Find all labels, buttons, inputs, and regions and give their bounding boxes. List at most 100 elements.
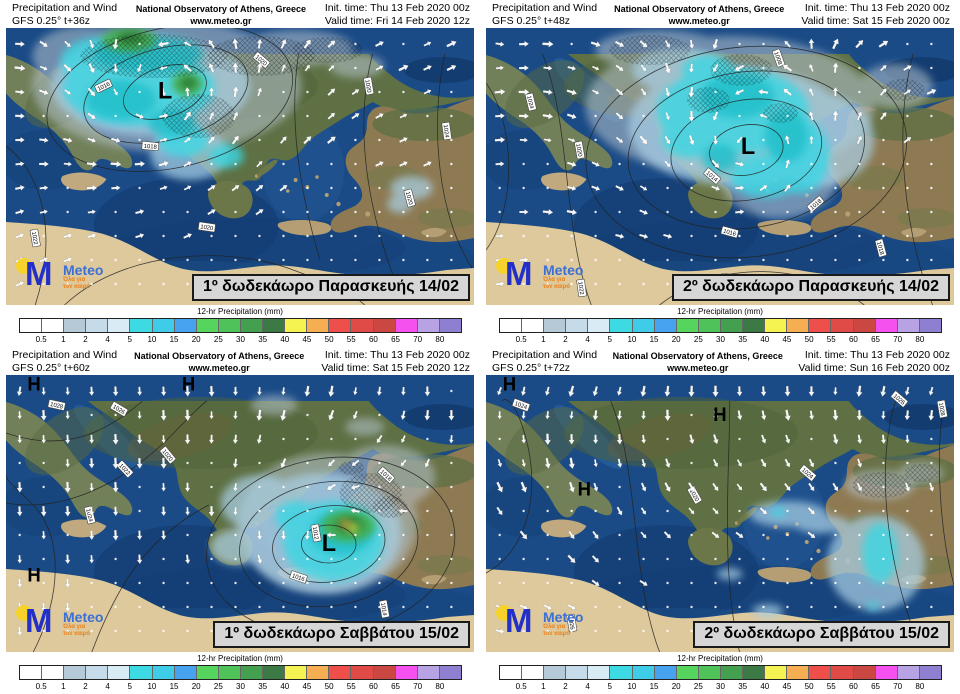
svg-text:1020: 1020 — [200, 224, 214, 232]
map-caption: 2º δωδεκάωρο Παρασκευής 14/02 — [671, 274, 950, 301]
legend-tick: 40 — [280, 682, 290, 691]
legend-segment — [609, 666, 632, 679]
legend-tick: 20 — [191, 682, 201, 691]
forecast-panel-1: Precipitation and Wind GFS 0.25° t+36z N… — [0, 0, 480, 347]
org-name: National Observatory of Athens, Greece — [134, 351, 305, 361]
forecast-panel-3: Precipitation and Wind GFS 0.25° t+60z N… — [0, 347, 480, 694]
legend-segment — [874, 666, 897, 679]
svg-text:1020: 1020 — [688, 488, 700, 503]
legend-segment — [764, 666, 787, 679]
legend-segment — [543, 319, 566, 332]
legend-tick: 1 — [541, 335, 546, 344]
legend-tick: 70 — [893, 335, 903, 344]
legend-segment — [63, 666, 86, 679]
svg-text:1024: 1024 — [514, 401, 529, 412]
svg-text:L: L — [158, 78, 172, 104]
svg-text:1022: 1022 — [576, 281, 584, 295]
legend-tick: 45 — [302, 335, 312, 344]
legend-segment — [742, 666, 765, 679]
legend-segment — [852, 319, 875, 332]
init-time: Init. time: Thu 13 Feb 2020 00z — [804, 349, 950, 361]
legend-segment — [262, 319, 285, 332]
legend-tick: 2 — [83, 682, 88, 691]
legend-tick: 2 — [563, 335, 568, 344]
legend-colorbar — [499, 318, 942, 333]
forecast-map: 101410161008102410201010101810221018L M … — [486, 28, 954, 305]
panel-header: Precipitation and Wind GFS 0.25° t+48z N… — [480, 0, 960, 28]
map-caption: 1º δωδεκάωρο Παρασκευής 14/02 — [191, 274, 470, 301]
legend-segment — [521, 319, 544, 332]
legend-segment — [372, 319, 395, 332]
svg-text:1016: 1016 — [722, 229, 737, 238]
legend-tick: 25 — [693, 335, 703, 344]
legend-colorbar — [19, 318, 462, 333]
legend-tick: 65 — [871, 335, 880, 344]
legend-segment — [697, 319, 720, 332]
legend-segment — [173, 319, 196, 332]
svg-text:1020: 1020 — [574, 143, 582, 158]
panel-header: Precipitation and Wind GFS 0.25° t+72z N… — [480, 347, 960, 375]
legend-tick: 50 — [324, 682, 334, 691]
product-title: Precipitation and Wind — [492, 2, 598, 14]
svg-text:H: H — [713, 404, 726, 425]
legend-tick: 1 — [61, 682, 66, 691]
svg-text:H: H — [182, 375, 195, 394]
legend-tick: 60 — [368, 335, 378, 344]
org-name: National Observatory of Athens, Greece — [135, 4, 307, 14]
valid-time: Valid time: Sun 16 Feb 2020 00z — [798, 361, 950, 374]
org-site-link[interactable]: www.meteo.gr — [668, 16, 730, 26]
legend-tick: 20 — [191, 335, 201, 344]
legend-segment — [675, 666, 698, 679]
svg-text:1028: 1028 — [49, 402, 64, 411]
legend-tick: 65 — [391, 682, 400, 691]
legend-segment — [521, 666, 544, 679]
legend-segment — [239, 319, 263, 332]
legend-segment — [41, 666, 64, 679]
legend-tick: 80 — [435, 682, 445, 691]
legend-segment — [786, 666, 809, 679]
legend-segment — [306, 319, 329, 332]
legend-tick: 1 — [61, 335, 66, 344]
legend-segment — [609, 319, 632, 332]
map-caption: 2º δωδεκάωρο Σαββάτου 15/02 — [693, 621, 950, 648]
legend-segment — [653, 319, 676, 332]
org-site-link[interactable]: www.meteo.gr — [188, 363, 250, 373]
svg-text:1012: 1012 — [311, 526, 319, 540]
legend-tick: 4 — [105, 682, 110, 691]
svg-text:1020: 1020 — [404, 191, 413, 206]
org-name: National Observatory of Athens, Greece — [614, 4, 785, 14]
legend-segment — [500, 666, 522, 679]
legend-tick: 35 — [738, 335, 748, 344]
legend-tick: 10 — [147, 682, 157, 691]
legend-segment — [896, 666, 919, 679]
legend-tick: 10 — [627, 335, 637, 344]
legend-tick: 80 — [435, 335, 445, 344]
legend-tick: 0.5 — [515, 335, 527, 344]
legend-tick: 60 — [848, 682, 858, 691]
svg-text:1028: 1028 — [937, 402, 945, 417]
org-site-link[interactable]: www.meteo.gr — [190, 16, 252, 26]
init-time: Init. time: Thu 13 Feb 2020 00z — [324, 2, 470, 14]
legend-colorbar — [499, 665, 942, 680]
model-run: GFS 0.25° t+72z — [492, 361, 571, 374]
legend-tick: 15 — [169, 335, 179, 344]
legend-tick: 4 — [585, 335, 590, 344]
legend-tick: 50 — [804, 682, 814, 691]
legend-segment — [328, 666, 351, 679]
legend-tick: 35 — [258, 682, 268, 691]
legend-tick: 60 — [848, 335, 858, 344]
legend-segment — [195, 666, 218, 679]
legend-tick: 25 — [213, 682, 223, 691]
precip-legend: 12-hr Precipitation (mm) 0.5 1 2 4 5 10 15 20 25… — [0, 652, 480, 694]
forecast-panel-4: Precipitation and Wind GFS 0.25° t+72z N… — [480, 347, 960, 694]
org-site-link[interactable]: www.meteo.gr — [667, 363, 729, 373]
legend-title: 12-hr Precipitation (mm) — [197, 654, 283, 663]
legend-segment — [328, 319, 351, 332]
legend-segment — [129, 666, 152, 679]
legend-tick: 70 — [413, 335, 423, 344]
legend-segment — [918, 666, 941, 679]
legend-tick: 40 — [280, 335, 290, 344]
legend-tick: 30 — [236, 682, 245, 691]
